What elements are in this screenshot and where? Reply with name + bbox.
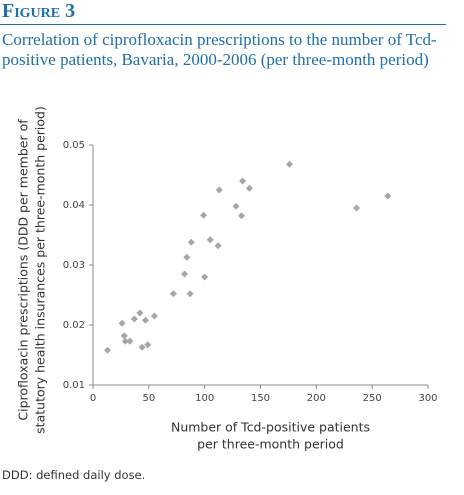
point: [181, 270, 189, 278]
point: [201, 273, 209, 281]
point: [130, 315, 138, 323]
x-tick-label: 300: [418, 393, 437, 404]
y-tick-label: 0.01: [63, 380, 85, 391]
point: [215, 186, 223, 194]
point: [136, 309, 144, 317]
point: [238, 212, 246, 220]
point: [384, 192, 392, 200]
point: [239, 177, 247, 185]
point: [121, 337, 129, 345]
point: [126, 337, 134, 345]
point: [286, 160, 294, 168]
point: [214, 242, 222, 250]
point: [150, 312, 158, 320]
chart-title: Correlation of ciprofloxacin prescriptio…: [2, 30, 437, 69]
point: [200, 211, 208, 219]
x-axis-label: per three-month period: [197, 437, 344, 452]
point: [118, 319, 126, 327]
x-tick-label: 0: [90, 393, 96, 404]
point: [144, 341, 152, 349]
header-rule: [0, 24, 446, 25]
point: [120, 332, 128, 340]
figure-label: Figure 3: [2, 0, 76, 22]
x-tick-label: 150: [251, 393, 270, 404]
x-tick-label: 100: [195, 393, 214, 404]
y-tick-label: 0.04: [63, 200, 85, 211]
y-axis-label: Ciprofloxacin prescriptions (DDD per mem…: [16, 119, 31, 421]
x-axis-label: Number of Tcd-positive patients: [171, 420, 370, 435]
point: [206, 236, 214, 244]
point: [169, 290, 177, 298]
y-tick-label: 0.03: [63, 260, 85, 271]
point: [245, 184, 253, 192]
x-tick-label: 200: [307, 393, 326, 404]
y-tick-label: 0.05: [63, 140, 85, 151]
x-tick-label: 50: [142, 393, 155, 404]
y-axis-label: statutory health insurances per three-mo…: [33, 106, 48, 434]
footnote: DDD: defined daily dose.: [2, 468, 146, 482]
point: [187, 238, 195, 246]
point: [186, 290, 194, 298]
point: [104, 346, 112, 354]
point: [353, 204, 361, 212]
x-tick-label: 250: [363, 393, 382, 404]
point: [183, 253, 191, 261]
point: [138, 343, 146, 351]
point: [141, 316, 149, 324]
point: [232, 202, 240, 210]
y-tick-label: 0.02: [63, 320, 85, 331]
